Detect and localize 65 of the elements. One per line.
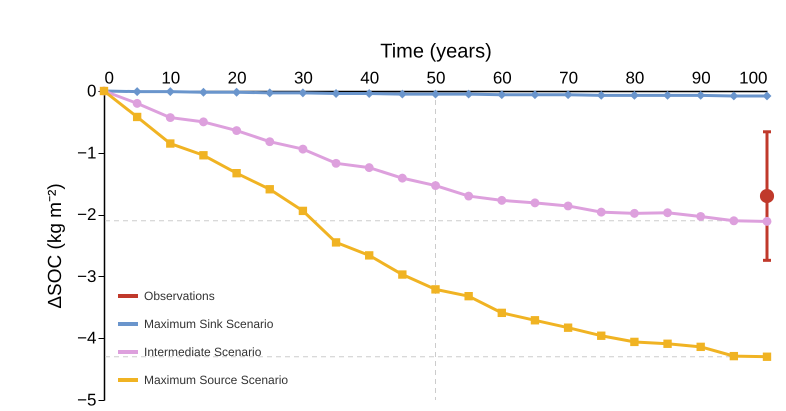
legend-label: Observations — [144, 289, 215, 303]
point — [630, 338, 639, 346]
legend-label: Maximum Source Scenario — [144, 373, 288, 387]
x-axis-title: Time (years) — [380, 40, 492, 62]
point — [132, 98, 142, 108]
point — [431, 90, 440, 99]
x-tick-label: 50 — [426, 68, 446, 88]
point — [696, 342, 705, 352]
point — [332, 238, 340, 247]
point — [232, 126, 242, 136]
x-tick-label: 30 — [294, 68, 313, 88]
point — [729, 216, 738, 226]
y-tick-label: −1 — [77, 143, 96, 162]
point — [663, 208, 672, 218]
point — [597, 332, 606, 340]
point — [464, 292, 473, 300]
legend-label: Maximum Sink Scenario — [144, 317, 274, 331]
point — [762, 216, 772, 226]
point — [464, 192, 474, 201]
x-tick-label: 70 — [559, 68, 578, 88]
point — [431, 285, 440, 294]
y-tick-label: −4 — [77, 328, 96, 348]
point — [696, 212, 706, 221]
x-tick-label: 60 — [492, 68, 512, 88]
y-tick-label: −5 — [77, 390, 96, 410]
x-tick-label: 80 — [625, 68, 644, 88]
x-tick-label: 100 — [739, 68, 768, 88]
point — [132, 112, 142, 122]
point — [398, 174, 407, 183]
point — [298, 144, 308, 154]
point — [364, 163, 374, 172]
point — [198, 117, 208, 126]
x-tick-label: 10 — [161, 68, 180, 88]
point — [365, 251, 374, 260]
y-tick-label: −2 — [77, 205, 96, 224]
legend-label: Intermediate Scenario — [144, 345, 262, 359]
point — [762, 352, 772, 361]
point — [498, 308, 506, 318]
point — [564, 324, 572, 332]
point — [663, 340, 672, 348]
point — [530, 198, 540, 208]
point — [298, 206, 308, 216]
x-tick-label: 90 — [692, 68, 711, 88]
point — [596, 208, 606, 217]
point — [431, 181, 440, 190]
point — [530, 316, 540, 324]
point — [564, 201, 573, 210]
y-axis-title: ΔSOC (kg m⁻²) — [45, 183, 66, 309]
point — [760, 189, 774, 204]
point — [232, 169, 241, 178]
x-tick-label: 40 — [360, 68, 380, 88]
y-tick-label: −3 — [77, 266, 96, 286]
x-tick-label: 0 — [104, 68, 114, 88]
point — [199, 151, 208, 160]
point — [266, 185, 274, 194]
point — [730, 352, 738, 360]
point — [630, 208, 639, 218]
y-tick-label: 0 — [87, 82, 96, 100]
point — [332, 158, 341, 168]
point — [265, 137, 274, 146]
point — [497, 196, 506, 205]
point — [166, 139, 174, 148]
point — [166, 113, 175, 122]
point — [398, 270, 407, 279]
x-tick-label: 20 — [228, 68, 247, 88]
